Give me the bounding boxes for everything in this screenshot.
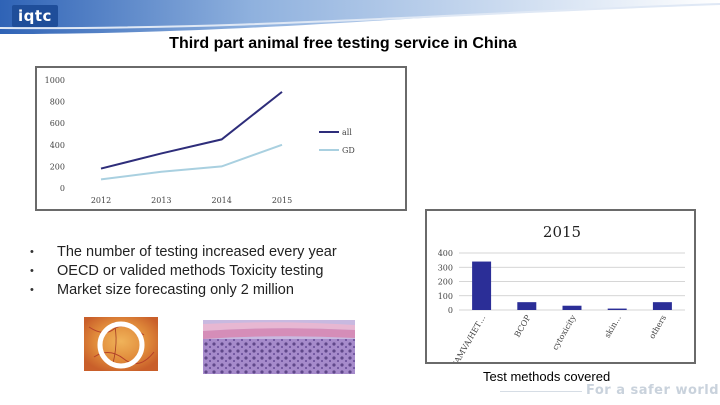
x-tick-label: 2015 — [272, 196, 292, 205]
tissue-section-photo — [203, 320, 355, 374]
x-tick-label: others — [647, 314, 668, 341]
y-tick-label: 0 — [60, 184, 65, 193]
bar — [562, 305, 582, 310]
petri-dish-photo — [84, 317, 158, 371]
series-line-all — [100, 91, 283, 170]
bar — [607, 308, 627, 310]
x-tick-label: cytoxicity — [551, 313, 578, 352]
bar-chart-panel: 2015 0 100 200 300 400 CAMVA/HET… BCOP cytoxicit… — [425, 209, 696, 370]
legend-label: GD — [342, 146, 355, 155]
slide-title: Third part animal free testing service i… — [169, 35, 517, 52]
y-tick-label: 300 — [438, 263, 453, 272]
bar — [652, 302, 672, 310]
y-tick-label: 0 — [448, 306, 453, 315]
y-tick-label: 600 — [50, 119, 65, 128]
line-chart: 0 200 400 600 800 1000 2012 2013 2014 2015 all GD — [45, 76, 355, 205]
x-tick-label: 2013 — [151, 196, 171, 205]
legend-label: all — [342, 128, 352, 137]
x-tick-label: BCOP — [513, 313, 533, 339]
y-tick-label: 100 — [438, 292, 453, 301]
y-tick-label: 400 — [50, 141, 65, 150]
chart-title: 2015 — [543, 223, 581, 241]
logo: iqtc — [12, 5, 58, 27]
y-tick-label: 400 — [438, 249, 453, 258]
x-tick-label: 2014 — [211, 196, 231, 205]
bullet-list: The number of testing increased every ye… — [30, 243, 337, 300]
x-tick-label: skin… — [603, 314, 623, 340]
y-tick-label: 800 — [50, 98, 65, 107]
line-chart-panel: 0 200 400 600 800 1000 2012 2013 2014 2015 all GD — [35, 66, 407, 211]
bar — [517, 302, 537, 310]
series-line-gd — [100, 143, 283, 181]
header-band: iqtc — [0, 0, 720, 34]
bar-chart: 2015 0 100 200 300 400 CAMVA/HET… BCOP cytoxicit… — [438, 223, 685, 370]
bullet-item: OECD or valided methods Toxicity testing — [30, 262, 337, 281]
y-tick-label: 200 — [438, 278, 453, 287]
footer-rule — [500, 391, 582, 392]
bullet-item: Market size forecasting only 2 million — [30, 281, 337, 300]
x-tick-label: CAMVA/HET… — [450, 314, 488, 363]
footer-tagline: For a safer world — [586, 383, 720, 398]
bullet-item: The number of testing increased every ye… — [30, 243, 337, 262]
y-tick-label: 200 — [50, 162, 65, 171]
chart-caption: Test methods covered — [483, 369, 611, 384]
header-swoosh — [0, 0, 720, 34]
x-tick-label: 2012 — [91, 196, 111, 205]
bar — [472, 261, 492, 310]
y-tick-label: 1000 — [45, 76, 65, 85]
